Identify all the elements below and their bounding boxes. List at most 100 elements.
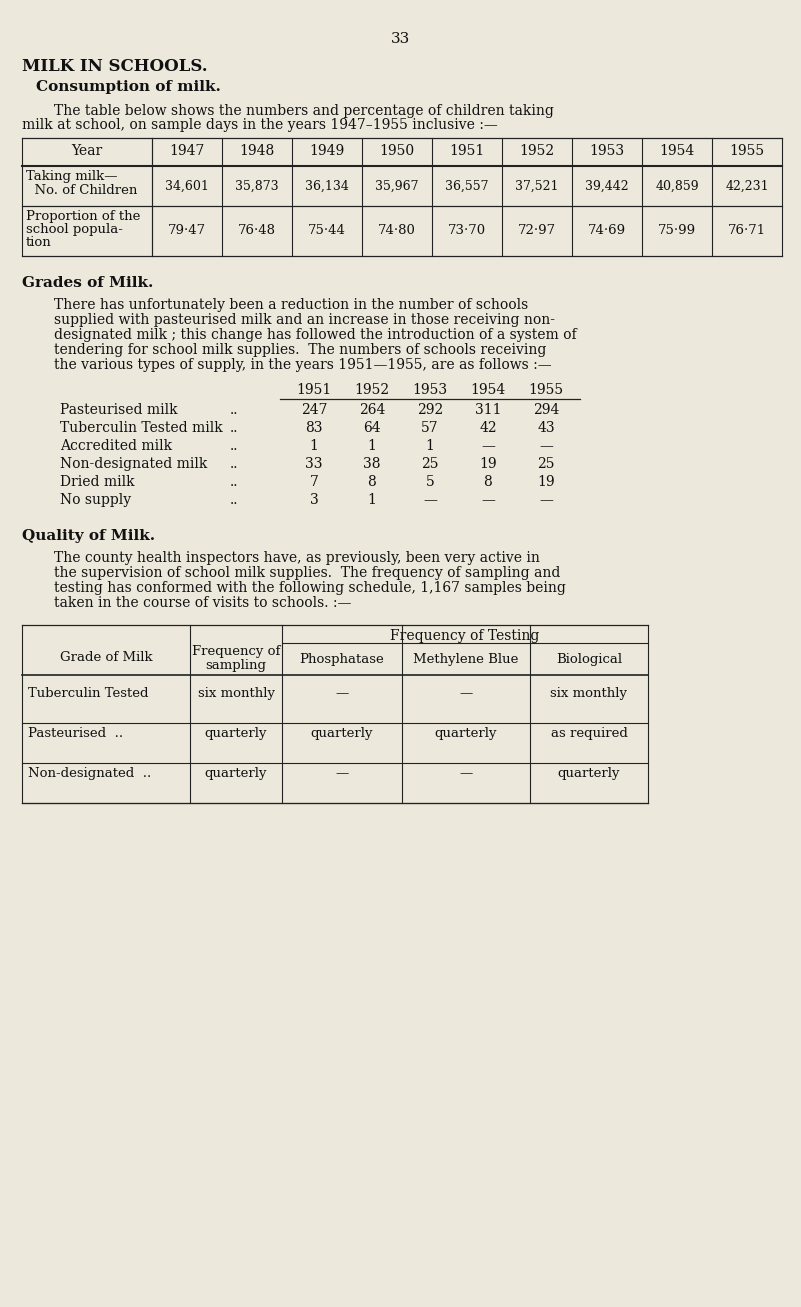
- Text: 1955: 1955: [529, 383, 564, 397]
- Text: 42: 42: [479, 421, 497, 435]
- Text: 264: 264: [359, 403, 385, 417]
- Text: —: —: [336, 687, 348, 701]
- Text: 5: 5: [425, 474, 434, 489]
- Text: Tuberculin Tested: Tuberculin Tested: [28, 687, 148, 701]
- Text: 1951: 1951: [296, 383, 332, 397]
- Text: quarterly: quarterly: [205, 727, 268, 740]
- Text: Frequency of Testing: Frequency of Testing: [390, 629, 540, 643]
- Text: six monthly: six monthly: [198, 687, 275, 701]
- Text: —: —: [460, 687, 473, 701]
- Text: 7: 7: [309, 474, 319, 489]
- Text: 247: 247: [300, 403, 328, 417]
- Text: 36,134: 36,134: [305, 180, 349, 193]
- Text: 25: 25: [421, 457, 439, 471]
- Text: 1: 1: [425, 439, 434, 454]
- Text: Grades of Milk.: Grades of Milk.: [22, 276, 153, 290]
- Text: Pasteurised  ..: Pasteurised ..: [28, 727, 123, 740]
- Text: ..: ..: [230, 421, 239, 435]
- Text: supplied with pasteurised milk and an increase in those receiving non-: supplied with pasteurised milk and an in…: [54, 312, 555, 327]
- Text: Pasteurised milk: Pasteurised milk: [60, 403, 178, 417]
- Text: 1: 1: [368, 439, 376, 454]
- Text: No supply: No supply: [60, 493, 131, 507]
- Text: Taking milk—: Taking milk—: [26, 170, 118, 183]
- Text: —: —: [336, 767, 348, 780]
- Text: as required: as required: [550, 727, 627, 740]
- Text: ..: ..: [230, 474, 239, 489]
- Text: 72·97: 72·97: [518, 223, 556, 237]
- Text: 1953: 1953: [590, 144, 625, 158]
- Text: Consumption of milk.: Consumption of milk.: [36, 80, 221, 94]
- Text: 37,521: 37,521: [515, 180, 559, 193]
- Text: 1955: 1955: [730, 144, 765, 158]
- Text: 8: 8: [484, 474, 493, 489]
- Text: 1952: 1952: [519, 144, 554, 158]
- Text: The table below shows the numbers and percentage of children taking: The table below shows the numbers and pe…: [54, 105, 553, 118]
- Text: 75·44: 75·44: [308, 223, 346, 237]
- Text: Phosphatase: Phosphatase: [300, 654, 384, 667]
- Text: —: —: [481, 493, 495, 507]
- Text: 19: 19: [537, 474, 555, 489]
- Text: 1949: 1949: [309, 144, 344, 158]
- Text: 8: 8: [368, 474, 376, 489]
- Text: Dried milk: Dried milk: [60, 474, 135, 489]
- Text: 294: 294: [533, 403, 559, 417]
- Text: —: —: [481, 439, 495, 454]
- Text: 19: 19: [479, 457, 497, 471]
- Text: No. of Children: No. of Children: [26, 184, 138, 197]
- Text: 35,967: 35,967: [375, 180, 419, 193]
- Text: —: —: [460, 767, 473, 780]
- Text: 292: 292: [417, 403, 443, 417]
- Text: 74·80: 74·80: [378, 223, 416, 237]
- Text: 1: 1: [368, 493, 376, 507]
- Text: Non-designated milk: Non-designated milk: [60, 457, 207, 471]
- Text: 1950: 1950: [380, 144, 415, 158]
- Text: 39,442: 39,442: [586, 180, 629, 193]
- Text: school popula-: school popula-: [26, 223, 123, 237]
- Text: quarterly: quarterly: [205, 767, 268, 780]
- Text: Methylene Blue: Methylene Blue: [413, 654, 519, 667]
- Text: tendering for school milk supplies.  The numbers of schools receiving: tendering for school milk supplies. The …: [54, 342, 546, 357]
- Text: 75·99: 75·99: [658, 223, 696, 237]
- Text: Year: Year: [71, 144, 103, 158]
- Text: taken in the course of visits to schools. :—: taken in the course of visits to schools…: [54, 596, 352, 610]
- Text: Non-designated  ..: Non-designated ..: [28, 767, 151, 780]
- Text: 33: 33: [305, 457, 323, 471]
- Text: 1947: 1947: [169, 144, 205, 158]
- Text: Biological: Biological: [556, 654, 622, 667]
- Text: 3: 3: [310, 493, 318, 507]
- Text: quarterly: quarterly: [557, 767, 620, 780]
- Text: Grade of Milk: Grade of Milk: [60, 651, 152, 664]
- Text: 33: 33: [391, 31, 410, 46]
- Text: ..: ..: [230, 493, 239, 507]
- Text: 1954: 1954: [659, 144, 694, 158]
- Text: 1954: 1954: [470, 383, 505, 397]
- Text: the various types of supply, in the years 1951—1955, are as follows :—: the various types of supply, in the year…: [54, 358, 552, 372]
- Text: ..: ..: [230, 439, 239, 454]
- Text: 83: 83: [305, 421, 323, 435]
- Text: 311: 311: [475, 403, 501, 417]
- Text: Quality of Milk.: Quality of Milk.: [22, 529, 155, 542]
- Text: 1: 1: [309, 439, 319, 454]
- Text: 73·70: 73·70: [448, 223, 486, 237]
- Text: testing has conformed with the following schedule, 1,167 samples being: testing has conformed with the following…: [54, 582, 566, 595]
- Text: 35,873: 35,873: [235, 180, 279, 193]
- Text: Tuberculin Tested milk: Tuberculin Tested milk: [60, 421, 223, 435]
- Text: 43: 43: [537, 421, 555, 435]
- Text: —: —: [423, 493, 437, 507]
- Text: the supervision of school milk supplies.  The frequency of sampling and: the supervision of school milk supplies.…: [54, 566, 561, 580]
- Text: milk at school, on sample days in the years 1947–1955 inclusive :—: milk at school, on sample days in the ye…: [22, 118, 497, 132]
- Text: 79·47: 79·47: [168, 223, 206, 237]
- Text: ..: ..: [230, 457, 239, 471]
- Text: tion: tion: [26, 237, 52, 250]
- Text: Frequency of: Frequency of: [191, 644, 280, 657]
- Text: There has unfortunately been a reduction in the number of schools: There has unfortunately been a reduction…: [54, 298, 528, 312]
- Text: 57: 57: [421, 421, 439, 435]
- Text: —: —: [539, 439, 553, 454]
- Text: 76·71: 76·71: [728, 223, 766, 237]
- Text: designated milk ; this change has followed the introduction of a system of: designated milk ; this change has follow…: [54, 328, 577, 342]
- Text: —: —: [539, 493, 553, 507]
- Text: 1953: 1953: [413, 383, 448, 397]
- Text: 36,557: 36,557: [445, 180, 489, 193]
- Text: 1948: 1948: [239, 144, 275, 158]
- Text: 76·48: 76·48: [238, 223, 276, 237]
